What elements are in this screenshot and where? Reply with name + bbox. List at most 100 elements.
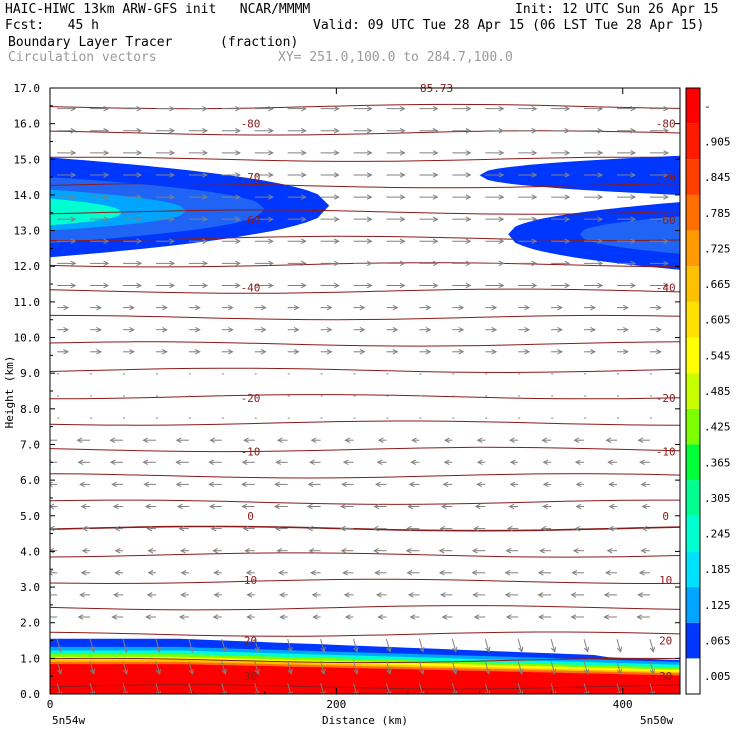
wind-vector [123,105,143,112]
wind-vector [408,481,420,488]
wind-vector-head [235,282,241,289]
wind-vector [551,194,571,200]
wind-vector-head [274,503,280,510]
wind-vector-head [590,349,596,355]
wind-vector-head [564,172,571,178]
wind-vector-head [373,503,380,510]
wind-vector [376,459,387,466]
wind-vector [254,349,267,355]
wind-vector-head [70,128,77,134]
colorbar-cell [686,444,700,481]
wind-vector-head [597,172,604,178]
wind-vector-head [377,437,384,443]
wind-vector-shaft [155,661,161,674]
wind-vector-head [498,216,505,222]
valid-time: Valid: 09 UTC Tue 28 Apr 15 (06 LST Tue … [313,18,705,33]
wind-vector [649,349,662,355]
wind-vector-head [89,646,96,653]
wind-vector-head [557,304,563,311]
wind-vector-head [432,150,439,156]
colorbar-cell [686,159,700,195]
wind-vector-head [243,437,249,443]
wind-vector-head [169,282,176,289]
wind-vector-head [268,194,274,200]
wind-vector [411,437,420,443]
wind-vector-head [136,282,143,289]
wind-vector [320,128,340,134]
wind-vector [50,570,58,576]
wind-vector-head [129,349,135,355]
wind-vector [209,503,222,510]
wind-vector-head [180,547,186,554]
wind-vector [221,326,234,333]
wind-vector [80,570,91,576]
temperature-contour [50,578,680,585]
y-tick-label: 1.0 [20,652,40,665]
wind-vector [438,547,453,554]
wind-vector-head [63,349,70,355]
wind-vector [551,282,571,289]
wind-vector [518,194,538,200]
wind-vector-head [208,459,215,466]
wind-vector-head [169,128,176,134]
wind-vector [573,437,585,443]
wind-vector [155,349,168,355]
wind-vector [210,525,222,532]
wind-vector-head [541,437,548,443]
wind-vector [50,439,58,441]
wind-vector-head [342,459,349,466]
wind-vector-head [406,570,413,576]
contour-label: 10 [659,574,672,587]
wind-vector [221,638,227,653]
wind-vector-head [339,525,346,532]
wind-vector [353,282,373,289]
y-tick-label: 7.0 [20,438,40,451]
colorbar-label: .005 [704,670,731,683]
wind-vector [641,525,650,532]
wind-vector [353,194,373,200]
wind-vector [608,481,617,488]
wind-vector [320,349,333,355]
wind-vector [418,638,425,653]
wind-vector-head [175,459,181,466]
wind-vector-head [366,105,373,112]
wind-vector-head [81,547,88,554]
wind-vector-head [129,326,135,333]
wind-vector [484,661,491,675]
colorbar-label: .245 [704,528,731,541]
wind-vector-head [557,349,563,355]
wind-vector-head [96,304,102,311]
wind-vector-shaft [122,661,128,674]
wind-vector [287,194,307,200]
wind-vector [254,194,274,200]
wind-vector-head [235,194,241,200]
wind-vector-head [112,503,119,510]
wind-vector [57,216,77,222]
wind-vector-head [162,304,168,311]
wind-vector [90,150,110,156]
wind-vector [90,172,110,178]
wind-vector-head [590,326,596,333]
wind-vector-head [374,570,381,576]
wind-vector-head [77,614,84,620]
wind-vector-head [542,481,549,488]
wind-vector-head [103,128,110,134]
wind-vector-head [227,349,234,355]
wind-vector-head [221,668,227,675]
wind-vector-head [241,459,248,466]
wind-vector-head [227,304,234,311]
wind-vector-head [583,668,590,675]
field-name: Boundary Layer Tracer [8,35,173,50]
temperature-contour [50,552,680,558]
wind-vector-head [89,668,96,675]
colorbar-label: .305 [704,492,731,505]
colorbar-label: .185 [704,563,731,576]
wind-vector-head [333,128,340,134]
wind-vector-head [359,304,366,311]
wind-vector [474,503,486,510]
wind-vector-head [641,525,648,532]
contour-label: -20 [241,392,261,405]
wind-vector-shaft [287,638,292,652]
wind-vector [123,128,143,134]
wind-vector-head [508,503,515,510]
